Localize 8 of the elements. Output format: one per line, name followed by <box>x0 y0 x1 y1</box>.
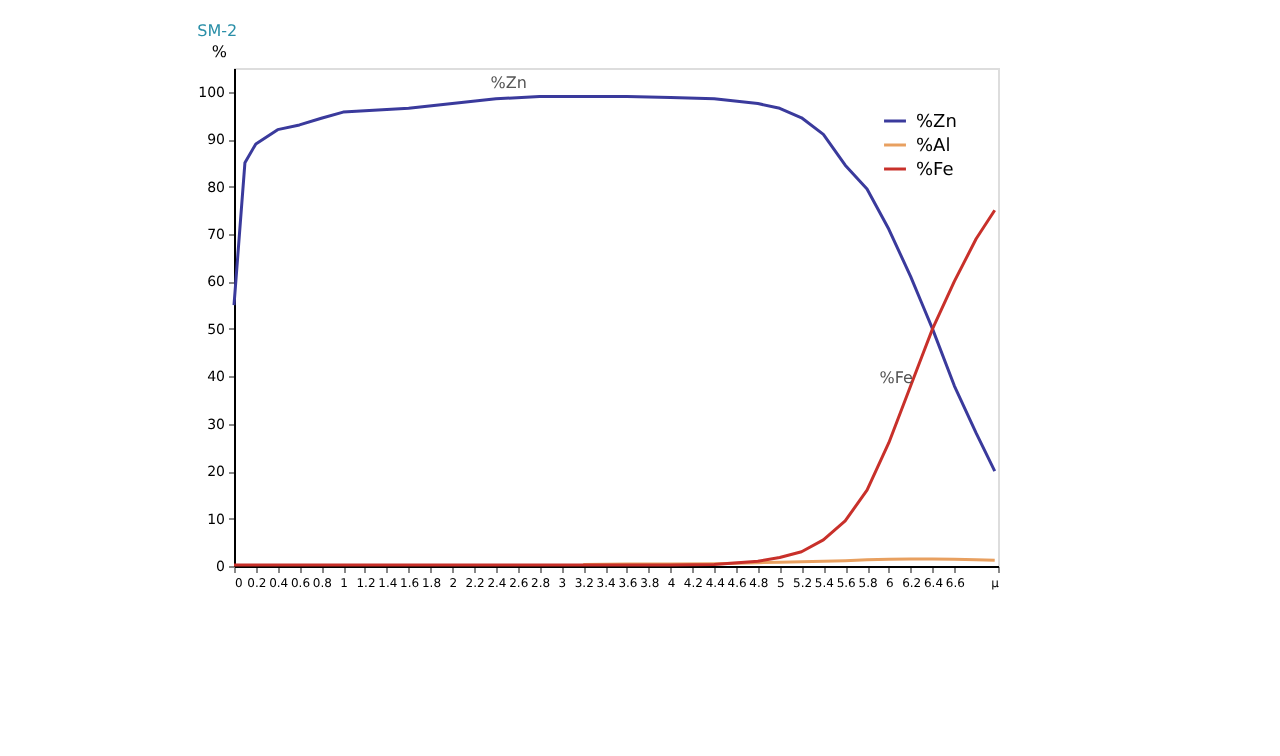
legend-label: %Fe <box>916 161 955 181</box>
y-axis-title: % <box>211 43 228 61</box>
line-series <box>232 94 997 473</box>
legend-label: %Zn <box>916 113 957 133</box>
chart-title: SM-2 <box>197 22 238 40</box>
annotation: %Fe <box>879 368 913 387</box>
annotation: %Zn <box>490 74 527 93</box>
legend-label: %Al <box>916 137 951 157</box>
